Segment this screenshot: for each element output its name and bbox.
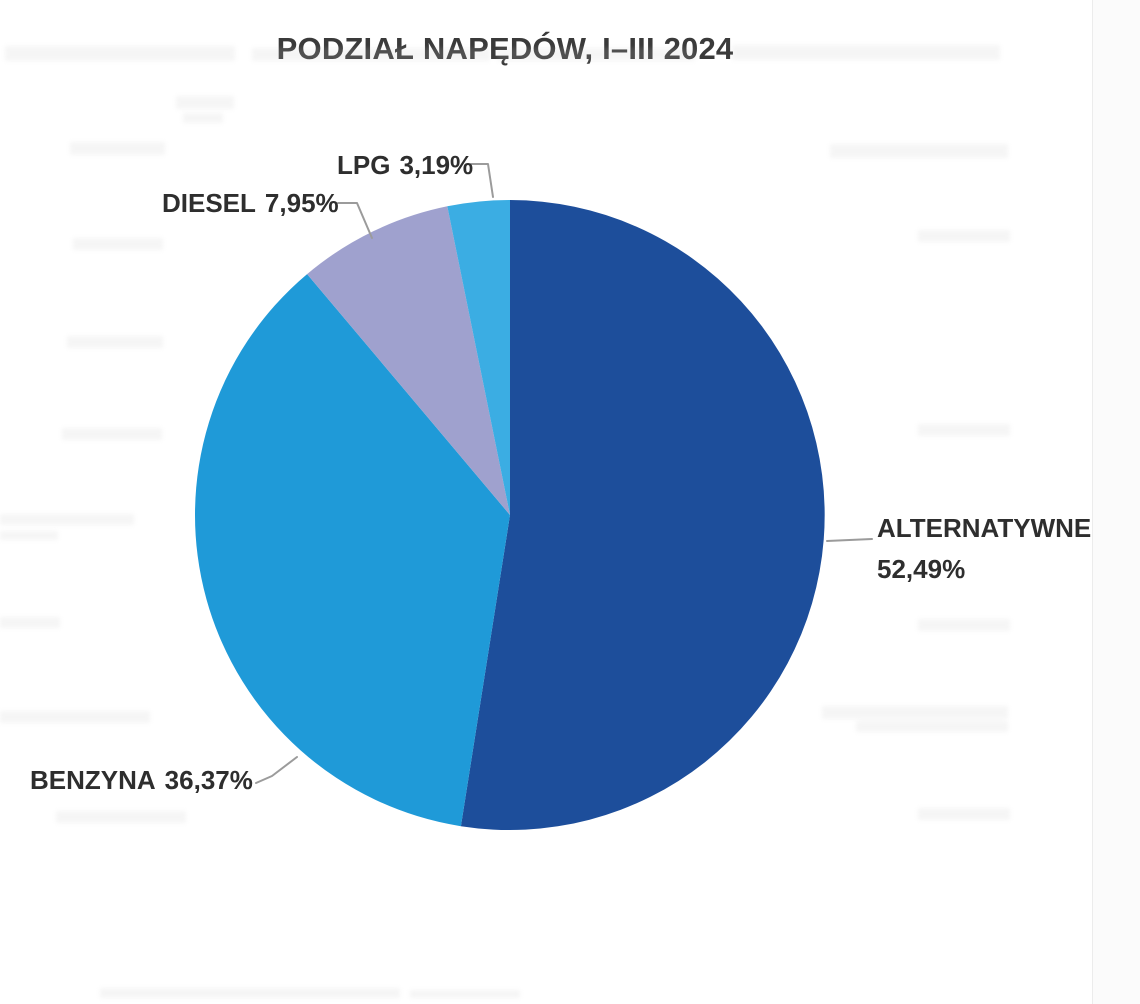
pie-slice-lpg: [447, 200, 510, 515]
chart-title: PODZIAŁ NAPĘDÓW, I–III 2024: [276, 31, 734, 66]
label-alternatywne: ALTERNATYWNE 52,49%: [877, 508, 1091, 590]
label-benzyna: BENZYNA 36,37%: [30, 765, 253, 796]
label-diesel: DIESEL 7,95%: [162, 188, 339, 219]
label-alternatywne-value: 52,49%: [877, 554, 966, 584]
leader-line-lpg: [470, 163, 494, 198]
pie-slice-diesel: [307, 206, 510, 516]
label-lpg-value: 3,19%: [399, 150, 474, 180]
label-lpg: LPG 3,19%: [337, 150, 473, 181]
page-edge-band: [1092, 0, 1140, 1004]
label-benzyna-name: BENZYNA: [30, 765, 156, 795]
leader-line-alternatywne: [826, 538, 873, 542]
label-diesel-name: DIESEL: [162, 188, 256, 218]
label-diesel-value: 7,95%: [264, 188, 339, 218]
pie-slice-benzyna: [194, 274, 511, 827]
leader-line-diesel: [337, 202, 373, 239]
label-lpg-name: LPG: [337, 150, 391, 180]
label-alternatywne-name: ALTERNATYWNE: [877, 513, 1092, 543]
pie-slice-alternatywne: [460, 200, 825, 830]
label-benzyna-value: 36,37%: [164, 765, 253, 795]
leader-line-benzyna: [255, 756, 298, 784]
